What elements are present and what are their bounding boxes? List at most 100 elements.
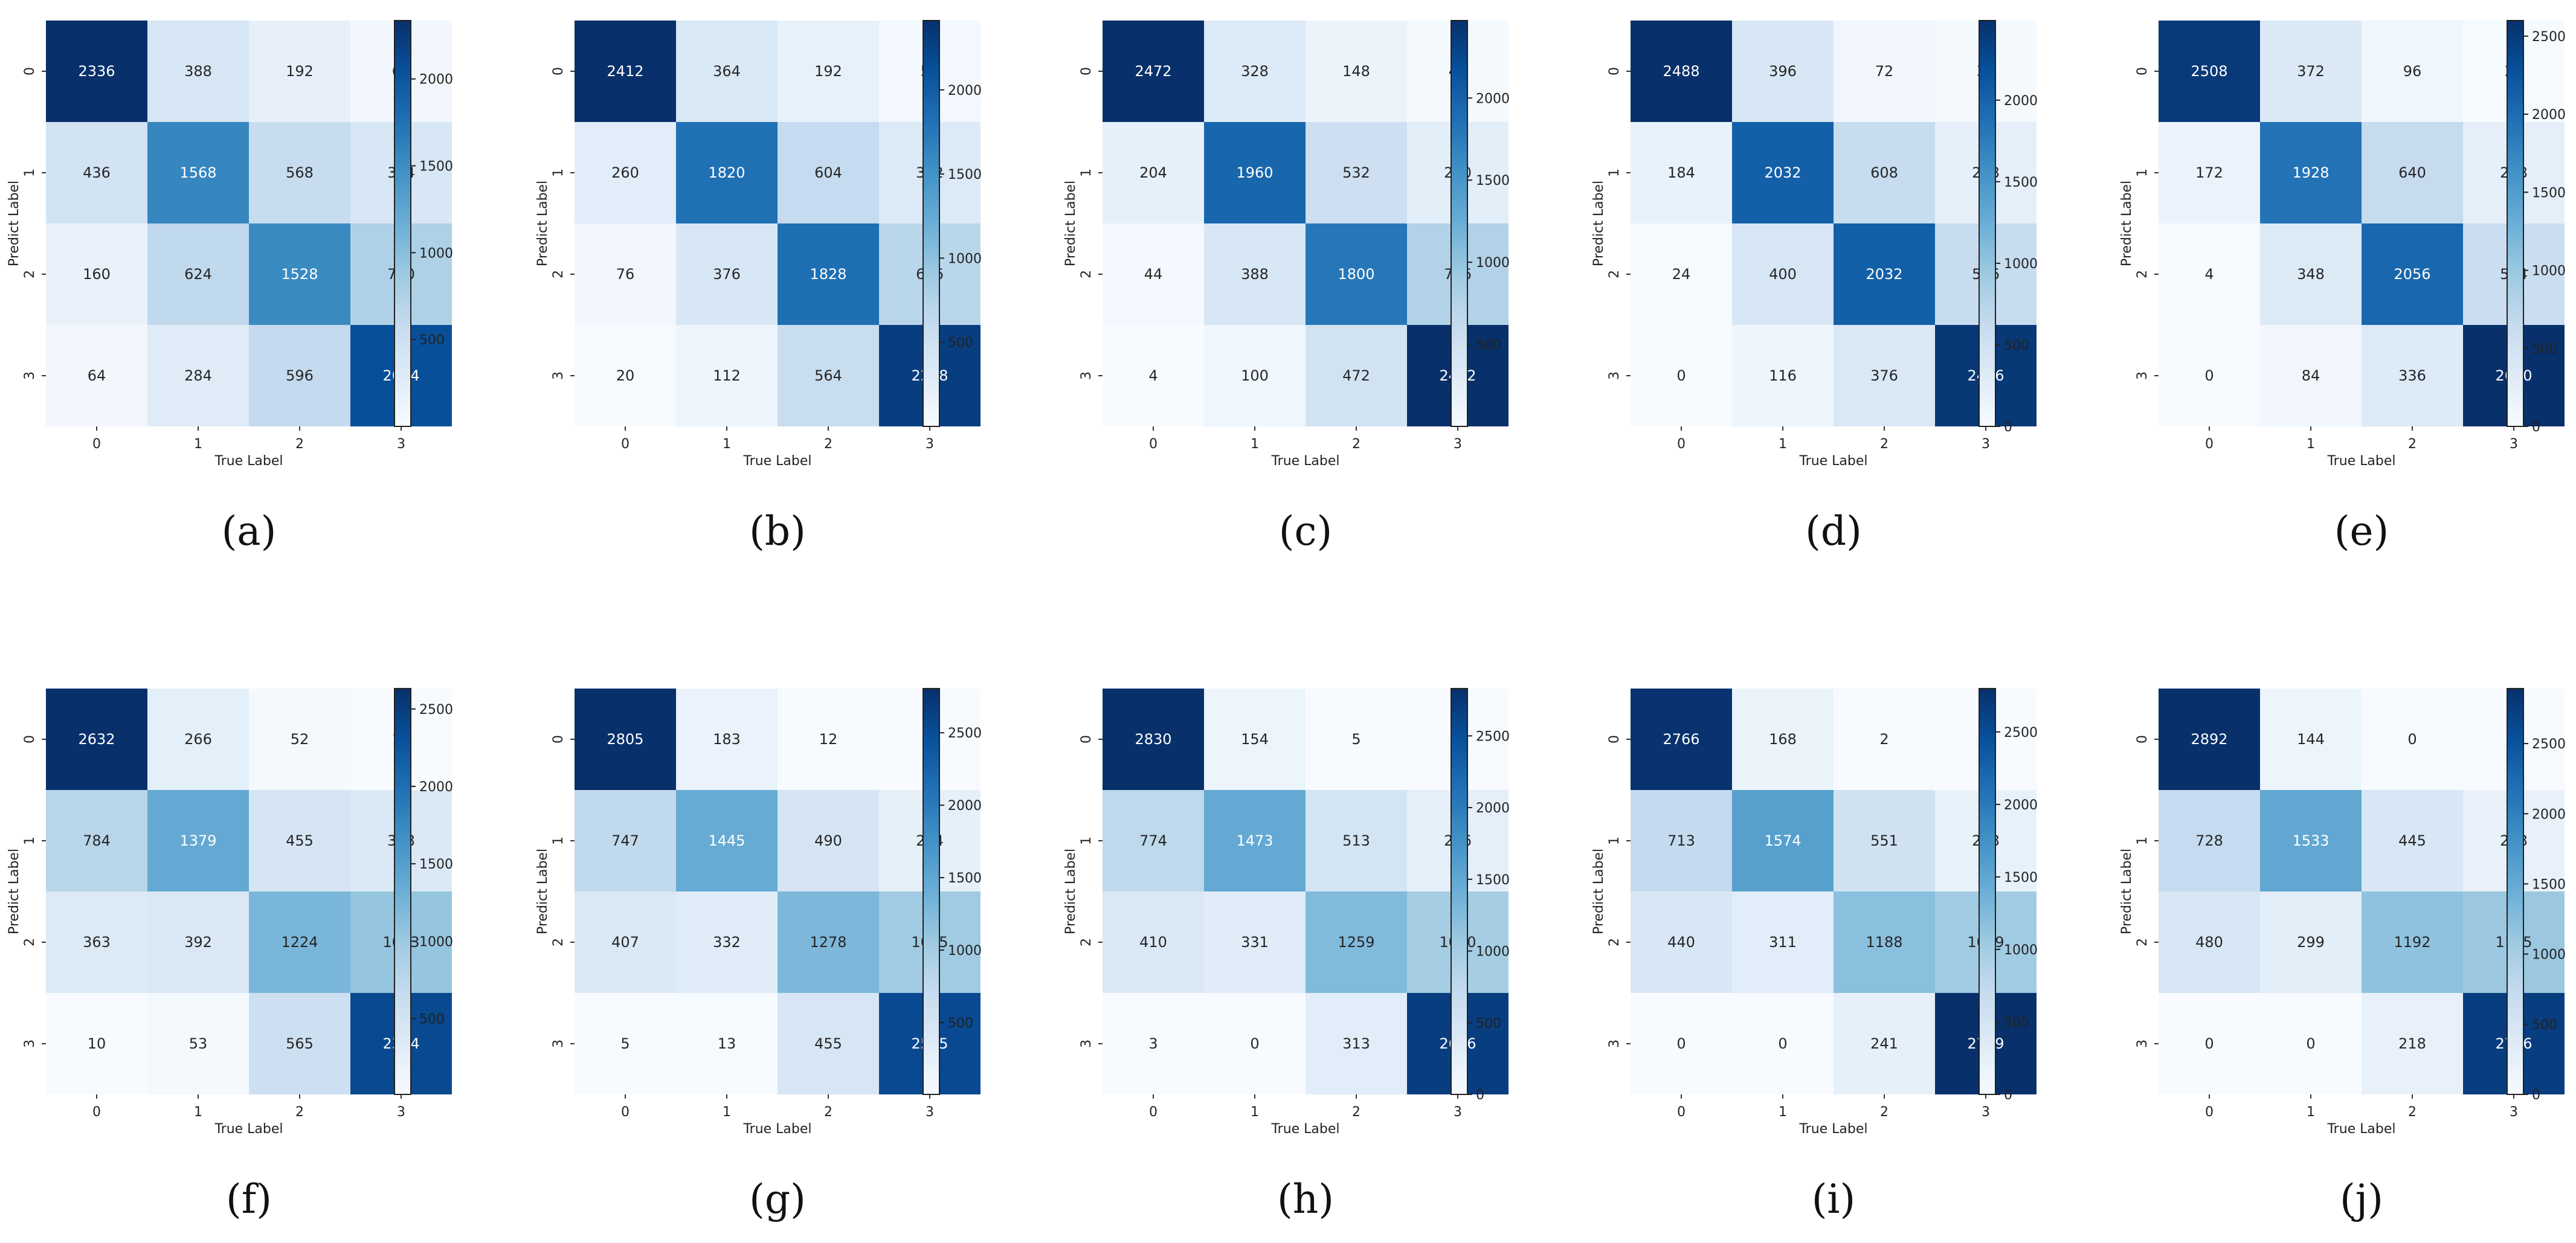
colorbar-tick-label: 2500: [419, 702, 453, 718]
heatmap-cell: [1834, 21, 1935, 122]
y-axis-label: Predict Label: [535, 181, 550, 266]
colorbar-tick-label: 1000: [2532, 948, 2566, 963]
cell-value-label: 332: [713, 934, 741, 951]
confusion-matrix-panel: 2488396723218420326082282440020325960116…: [1591, 20, 2038, 554]
confusion-matrix-panel: 2412364192562601820604332763761828696201…: [535, 20, 982, 554]
heatmap-cell: [249, 122, 350, 223]
colorbar-tick-label: 2000: [1476, 91, 1510, 106]
heatmap-cell: [1732, 325, 1834, 426]
panel-caption: (f): [226, 1176, 272, 1222]
y-tick-label: 1: [22, 169, 37, 177]
heatmap-cell: [2362, 122, 2463, 223]
cell-value-label: 10: [88, 1035, 106, 1052]
y-axis-label: Predict Label: [2119, 181, 2134, 266]
cell-value-label: 0: [1676, 1035, 1686, 1052]
colorbar-tick-label: 500: [419, 1012, 445, 1027]
confusion-matrix-panel: 2892 144 0 0 728 1533 445 218 480 299 1192 1 1 0 500 2 1…: [2119, 688, 2566, 1222]
heatmap-cell: [147, 21, 249, 122]
x-tick-label: 0: [2205, 437, 2214, 452]
cell-value-label: 2632: [78, 731, 115, 748]
heatmap-cell: [575, 21, 676, 122]
heatmap-cell: [147, 790, 249, 891]
cell-value-label: 363: [83, 934, 111, 951]
colorbar-tick-label: 500: [948, 336, 973, 351]
heatmap-cell: [2260, 325, 2362, 426]
heatmap-cell: [1732, 223, 1834, 325]
y-tick-label: 0: [22, 735, 37, 744]
cell-value-label: 400: [1769, 266, 1797, 283]
y-tick-label: 2: [1607, 270, 1622, 278]
colorbar-tick-label: 1000: [419, 246, 453, 261]
colorbar-tick-label: 2000: [2532, 108, 2566, 123]
heatmap-cell: [1204, 993, 1306, 1094]
y-tick-label: 1: [1607, 169, 1622, 177]
heatmap-cell: [1631, 891, 1732, 993]
y-tick-label: 0: [1079, 735, 1094, 744]
heatmap-cell: [2159, 21, 2260, 122]
colorbar-tick-label: 1000: [1476, 255, 1510, 271]
cell-value-label: 5: [1351, 731, 1360, 748]
cell-value-label: 532: [1342, 164, 1370, 181]
cell-value-label: 100: [1241, 367, 1269, 384]
cell-value-label: 52: [291, 731, 309, 748]
heatmap-cell: [46, 993, 147, 1094]
x-tick-label: 0: [2205, 1105, 2214, 1120]
y-axis-label: Predict Label: [2119, 849, 2134, 934]
cell-value-label: 1192: [2394, 934, 2430, 951]
colorbar-tick-label: 1500: [948, 167, 982, 182]
y-tick-label: 2: [1079, 270, 1094, 278]
x-tick-label: 2: [1352, 1105, 1360, 1120]
cell-value-label: 472: [1342, 367, 1370, 384]
heatmap-cell: [249, 223, 350, 325]
cell-value-label: 713: [1667, 832, 1695, 849]
y-tick-label: 2: [1079, 938, 1094, 946]
y-tick-label: 0: [551, 67, 566, 75]
cell-value-label: 396: [1769, 63, 1797, 80]
colorbar-tick-label: 1500: [948, 871, 982, 886]
cell-value-label: 388: [184, 63, 212, 80]
x-axis-label: True Label: [214, 454, 283, 469]
colorbar-tick-label: 2000: [1476, 801, 1510, 816]
heatmap-cell: [575, 223, 676, 325]
x-axis-label: True Label: [2326, 1122, 2395, 1137]
cell-value-label: 76: [616, 266, 635, 283]
heatmap-cell: [1103, 790, 1204, 891]
y-tick-label: 2: [551, 270, 566, 278]
confusion-matrix-panel: 2472328148402041960532260443881800776410…: [1063, 20, 1510, 554]
cell-value-label: 4: [1148, 367, 1158, 384]
x-tick-label: 2: [1880, 1105, 1889, 1120]
heatmap-cell: [778, 325, 879, 426]
cell-value-label: 192: [814, 63, 842, 80]
x-axis-label: True Label: [1270, 454, 1339, 469]
y-tick-label: 1: [2135, 837, 2150, 845]
heatmap-cell: [676, 993, 778, 1094]
y-tick-label: 1: [1079, 169, 1094, 177]
colorbar-tick-label: 2500: [1476, 729, 1510, 744]
cell-value-label: 376: [713, 266, 741, 283]
cell-value-label: 144: [2297, 731, 2325, 748]
cell-value-label: 1533: [2292, 832, 2329, 849]
cell-value-label: 1928: [2292, 164, 2329, 181]
y-tick-label: 3: [22, 1039, 37, 1048]
heatmap-cell: [1306, 891, 1407, 993]
x-tick-label: 2: [295, 437, 304, 452]
y-tick-label: 0: [1607, 735, 1622, 744]
cell-value-label: 184: [1667, 164, 1695, 181]
y-tick-label: 3: [1079, 371, 1094, 380]
heatmap-cell: [1103, 122, 1204, 223]
heatmap-cell: [249, 21, 350, 122]
x-axis-label: True Label: [1270, 1122, 1339, 1137]
heatmap-cell: [575, 790, 676, 891]
cell-value-label: 728: [2195, 832, 2223, 849]
cell-value-label: 608: [1870, 164, 1898, 181]
cell-value-label: 1574: [1764, 832, 1801, 849]
x-tick-label: 0: [621, 437, 630, 452]
colorbar-tick-label: 1500: [2532, 185, 2566, 201]
heatmap-cell: [1732, 790, 1834, 891]
heatmap-cell: [2159, 891, 2260, 993]
cell-value-label: 2056: [2394, 266, 2430, 283]
heatmap-cell: [46, 21, 147, 122]
heatmap-cell: [676, 223, 778, 325]
x-axis-label: True Label: [742, 454, 811, 469]
y-tick-label: 2: [551, 938, 566, 946]
